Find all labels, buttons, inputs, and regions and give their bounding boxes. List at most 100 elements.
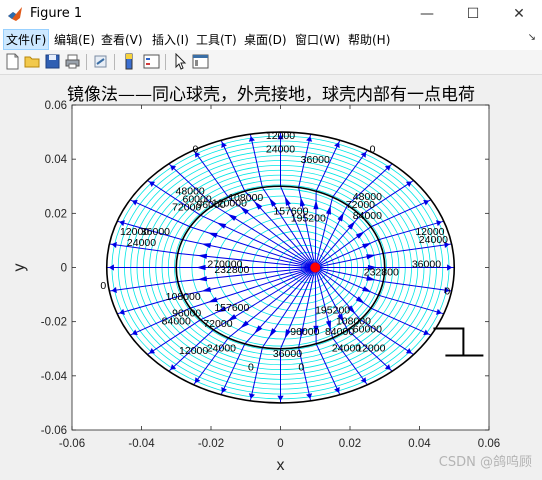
- maximize-button[interactable]: ☐: [466, 6, 480, 22]
- field-arrow: [240, 320, 249, 329]
- y-axis-label: y: [11, 264, 28, 272]
- contour-label: 60000: [353, 324, 382, 336]
- property-editor-icon[interactable]: [192, 53, 209, 70]
- colorbar-icon[interactable]: [121, 53, 138, 70]
- field-arrow: [405, 348, 412, 354]
- menu-edit[interactable]: 编辑(E): [54, 33, 95, 47]
- menu-desktop[interactable]: 桌面(D): [244, 33, 287, 47]
- field-line: [347, 163, 393, 206]
- field-arrow: [362, 242, 372, 249]
- contour-label: 12000: [179, 345, 208, 357]
- menu-insert[interactable]: 插入(I): [152, 33, 189, 47]
- field-arrow: [196, 264, 206, 271]
- field-arrow: [111, 286, 117, 294]
- figure-canvas: 12000 24000 36000 0 0 48000 60000 72000 96000 108…: [0, 75, 542, 480]
- field-arrow: [108, 264, 114, 271]
- field-arrow: [207, 232, 218, 238]
- menu-view[interactable]: 查看(V): [101, 33, 143, 47]
- field-line: [383, 243, 452, 254]
- ground-wire: [433, 327, 465, 356]
- field-arrow: [360, 377, 367, 384]
- field-line: [168, 329, 214, 372]
- field-arrow: [284, 329, 291, 339]
- contour-label: 108000: [336, 315, 371, 327]
- toolbar-separator: [114, 54, 115, 70]
- contour-label: 24000: [419, 234, 448, 246]
- field-arrow: [334, 142, 340, 149]
- field-arrow: [194, 377, 201, 384]
- contour-label: 12000: [415, 226, 444, 238]
- contour-label: 195200: [315, 305, 350, 317]
- contour-label: 84000: [353, 210, 382, 222]
- open-file-icon[interactable]: [24, 53, 41, 70]
- field-arrow: [444, 241, 450, 249]
- pointer-icon[interactable]: [172, 53, 189, 70]
- field-arrow: [119, 308, 125, 315]
- contour-label: 72000: [172, 202, 201, 214]
- field-arrow: [207, 297, 218, 303]
- field-line: [249, 134, 263, 188]
- menu-help[interactable]: 帮助(H): [348, 33, 391, 47]
- contour-label: 96000: [196, 199, 225, 211]
- field-line: [117, 220, 183, 241]
- save-icon[interactable]: [44, 53, 61, 70]
- contour-label: 108000: [166, 291, 201, 303]
- contour-label: 157600: [273, 206, 308, 218]
- field-arrow: [240, 206, 249, 215]
- field-arrow: [111, 241, 117, 249]
- title-bar: Figure 1 — ☐ ✕: [0, 0, 542, 28]
- field-line: [360, 319, 414, 355]
- field-line: [370, 199, 432, 228]
- print-icon[interactable]: [64, 53, 81, 70]
- field-arrow: [384, 165, 391, 171]
- field-arrow: [170, 364, 177, 370]
- field-arrow: [269, 197, 277, 207]
- legend-icon[interactable]: [143, 53, 160, 70]
- field-arrow: [313, 325, 319, 336]
- contour-label: 157600: [214, 302, 249, 314]
- x-tick-label: 0: [277, 438, 283, 450]
- contour-label: 72000: [346, 199, 375, 211]
- contour-label: 48000: [353, 191, 382, 203]
- contour-label: 0: [100, 280, 106, 292]
- field-arrow: [131, 329, 138, 336]
- field-arrow: [360, 151, 367, 158]
- field-arrow: [131, 199, 138, 206]
- field-arrow: [201, 243, 212, 249]
- menu-bar: 文件(F) 编辑(E) 查看(V) 插入(I) 工具(T) 桌面(D) 窗口(W…: [0, 28, 542, 50]
- contour-label: 0: [298, 361, 304, 373]
- contour-label: 12000: [266, 130, 295, 142]
- x-tick-label: 0.04: [408, 438, 431, 450]
- close-button[interactable]: ✕: [513, 6, 525, 22]
- contour-label: 24000: [127, 237, 156, 249]
- menu-file[interactable]: 文件(F): [3, 29, 50, 50]
- field-line: [147, 180, 201, 216]
- menu-window[interactable]: 窗口(W): [295, 33, 341, 47]
- field-arrow: [337, 313, 345, 323]
- field-line: [332, 337, 368, 386]
- y-tick-label: 0.02: [45, 208, 67, 220]
- contour-label: 36000: [301, 154, 330, 166]
- menu-tools[interactable]: 工具(T): [196, 33, 237, 47]
- figure-toolbar: [0, 50, 542, 75]
- field-arrow: [194, 151, 201, 158]
- link-icon[interactable]: [92, 53, 109, 70]
- contour-label: 0: [248, 361, 254, 373]
- y-tick-label: -0.04: [41, 371, 68, 383]
- contour-label: 84000: [325, 326, 354, 338]
- y-tick-label: 0: [61, 263, 67, 275]
- contour-label: 195200: [291, 212, 326, 224]
- dock-arrow-icon[interactable]: ↘: [527, 32, 536, 43]
- field-arrow: [447, 264, 453, 271]
- field-arrow: [423, 329, 430, 336]
- field-arrow: [216, 306, 227, 313]
- contour-label: 84000: [162, 315, 191, 327]
- field-line: [220, 343, 246, 395]
- minimize-button[interactable]: —: [420, 6, 434, 22]
- field-line: [168, 163, 214, 206]
- new-figure-icon[interactable]: [4, 53, 21, 70]
- field-line: [347, 329, 393, 372]
- field-line: [332, 149, 368, 198]
- x-tick-label: -0.02: [198, 438, 224, 450]
